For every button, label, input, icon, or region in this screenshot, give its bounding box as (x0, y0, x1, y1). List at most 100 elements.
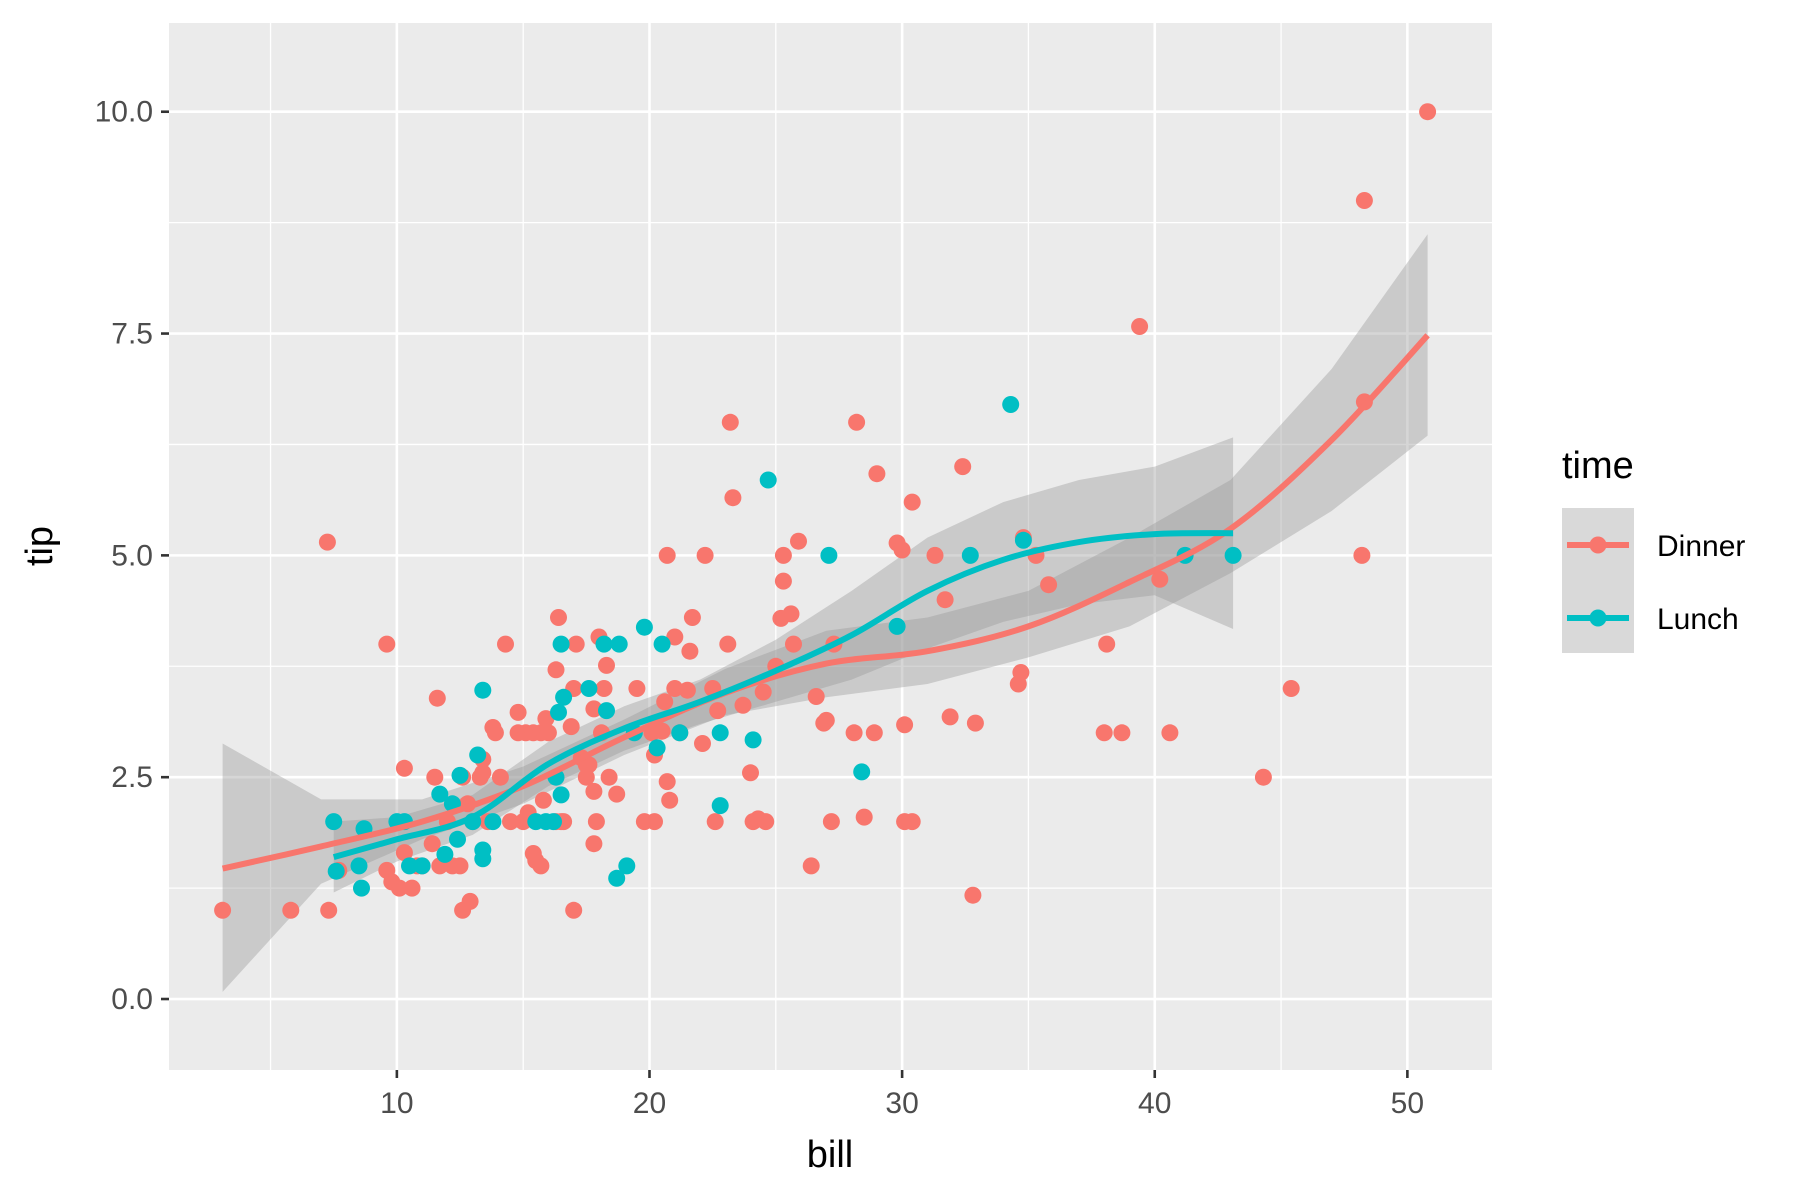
y-tick-label: 2.5 (111, 761, 153, 794)
x-tick-label: 30 (885, 1087, 918, 1120)
point-dinner (936, 591, 954, 609)
panel-background (169, 23, 1492, 1070)
point-lunch (711, 724, 729, 742)
point-dinner (683, 609, 701, 626)
legend-key-background (1562, 508, 1634, 653)
point-dinner (774, 572, 792, 590)
point-dinner (785, 635, 802, 653)
point-dinner (1012, 664, 1030, 681)
point-dinner (678, 681, 696, 699)
x-tick-label: 20 (633, 1087, 666, 1120)
point-dinner (585, 835, 603, 853)
point-dinner (742, 764, 759, 782)
point-dinner (461, 892, 479, 910)
point-dinner (395, 759, 413, 777)
point-dinner (567, 635, 585, 653)
point-dinner (486, 724, 504, 742)
point-dinner (1098, 635, 1116, 653)
point-dinner (706, 813, 724, 831)
point-dinner (426, 768, 444, 786)
point-dinner (580, 756, 598, 774)
point-dinner (282, 901, 300, 919)
point-dinner (926, 546, 944, 564)
point-dinner (807, 688, 825, 705)
point-dinner (497, 635, 514, 653)
point-dinner (790, 532, 807, 550)
point-lunch (401, 857, 418, 875)
point-lunch (552, 786, 570, 804)
point-lunch (618, 857, 636, 875)
point-dinner (532, 857, 550, 875)
point-dinner (595, 680, 613, 697)
point-lunch (325, 813, 343, 831)
point-lunch (327, 862, 345, 880)
point-lunch (759, 471, 777, 489)
point-dinner (1282, 680, 1300, 697)
x-tick-label: 40 (1138, 1087, 1171, 1120)
point-dinner (941, 708, 959, 726)
point-lunch (431, 785, 449, 803)
legend-key-point-dinner (1589, 536, 1607, 554)
point-lunch (353, 879, 370, 897)
point-dinner (802, 857, 820, 875)
point-lunch (711, 797, 729, 815)
point-dinner (822, 813, 840, 831)
point-lunch (595, 635, 613, 653)
point-dinner (848, 413, 866, 431)
point-dinner (423, 835, 441, 853)
point-dinner (893, 541, 911, 559)
point-lunch (449, 830, 466, 848)
point-dinner (1353, 546, 1371, 564)
confidence-band-dinner (222, 234, 1428, 992)
point-dinner (719, 635, 737, 653)
point-dinner (903, 813, 921, 831)
point-dinner (562, 718, 580, 736)
point-lunch (552, 635, 570, 653)
y-tick-label: 5.0 (111, 539, 153, 572)
y-axis: 0.0 2.5 5.0 7.5 10.0 (95, 96, 169, 1016)
point-lunch (648, 739, 666, 757)
point-dinner (598, 656, 615, 674)
point-dinner (724, 489, 742, 507)
point-dinner (666, 680, 684, 697)
point-lunch (451, 766, 469, 784)
point-dinner (868, 465, 886, 483)
point-dinner (565, 901, 583, 919)
point-dinner (658, 546, 676, 564)
legend: time Dinner Lunch (1562, 445, 1745, 653)
point-dinner (403, 879, 421, 897)
point-dinner (395, 844, 413, 862)
point-dinner (608, 785, 626, 803)
point-dinner (1254, 768, 1272, 786)
point-lunch (580, 680, 598, 697)
point-dinner (653, 722, 671, 740)
point-lunch (853, 763, 871, 781)
point-dinner (661, 791, 679, 809)
y-tick-label: 10.0 (95, 96, 153, 129)
point-lunch (671, 724, 689, 742)
point-dinner (865, 724, 883, 742)
point-dinner (855, 808, 873, 826)
point-dinner (1355, 192, 1373, 209)
point-dinner (214, 901, 232, 919)
point-dinner (550, 609, 567, 626)
point-dinner (896, 716, 914, 734)
point-lunch (1002, 396, 1020, 413)
point-dinner (966, 714, 984, 732)
point-dinner (509, 703, 527, 721)
legend-label-dinner: Dinner (1657, 530, 1745, 563)
point-dinner (964, 886, 982, 904)
point-dinner (782, 605, 800, 623)
point-dinner (491, 768, 509, 786)
point-dinner (954, 458, 972, 476)
point-lunch (550, 703, 567, 721)
point-lunch (413, 857, 431, 875)
x-tick-label: 50 (1391, 1087, 1424, 1120)
legend-label-lunch: Lunch (1657, 603, 1739, 636)
point-dinner (537, 710, 555, 728)
point-dinner (539, 724, 557, 742)
point-dinner (1419, 103, 1437, 121)
point-dinner (1161, 724, 1179, 742)
point-dinner (754, 683, 772, 701)
